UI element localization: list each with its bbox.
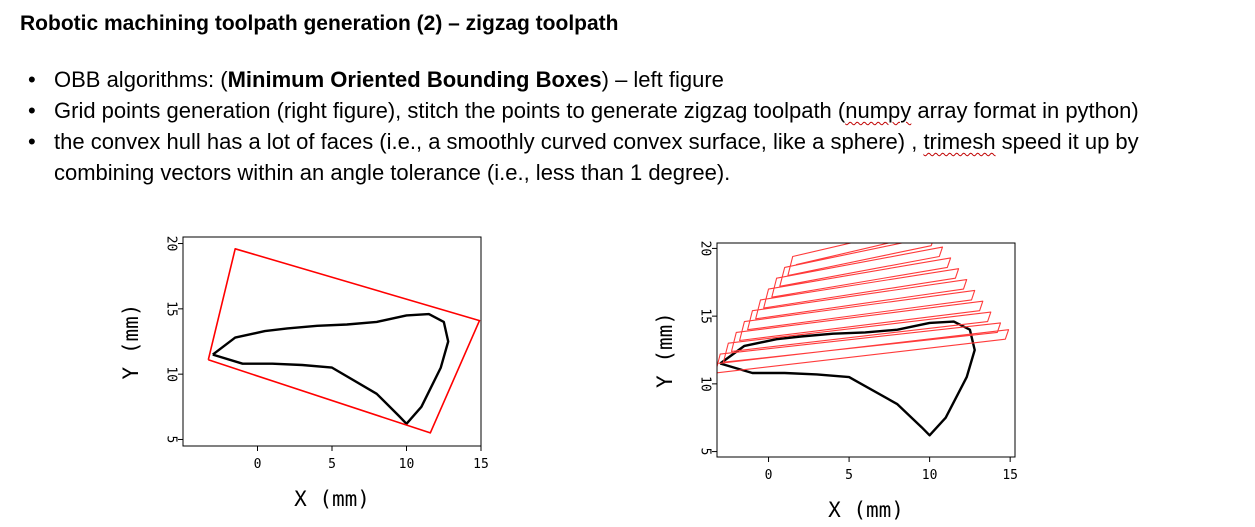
bullet-dot: • [28,67,36,92]
bullet-list: • OBB algorithms: (Minimum Oriented Boun… [28,64,1243,188]
y-tick-label: 20 [697,241,712,257]
bullet-bold-text: Minimum Oriented Bounding Boxes [227,67,602,92]
bullet-dot: • [28,129,36,154]
bullet-hull: • the convex hull has a lot of faces (i.… [28,126,1243,188]
y-tick-label: 5 [163,436,178,444]
outline-line [719,320,976,437]
spellcheck-word: trimesh [923,129,996,154]
y-tick-label: 20 [163,236,178,252]
bullet-text: speed it up by combining vectors within … [54,129,1139,185]
y-tick-label: 5 [697,448,712,456]
plot-area [717,243,1010,437]
bullet-text: Grid points generation (right figure), s… [54,98,846,123]
x-tick-label: 15 [473,457,489,472]
slide-title: Robotic machining toolpath generation (2… [20,12,619,35]
y-axis-label: Y (mm) [653,312,677,388]
x-tick-label: 10 [922,468,938,483]
spellcheck-word: numpy [845,98,912,123]
x-tick-label: 0 [254,457,262,472]
obb-line [207,248,481,434]
x-tick-label: 5 [328,457,336,472]
bullet-text: ) – left figure [601,67,724,92]
y-tick-label: 15 [163,301,178,317]
y-tick-label: 10 [163,366,178,382]
y-axis-label: Y (mm) [119,304,143,380]
bullet-text: OBB algorithms: ( [54,67,228,92]
x-tick-label: 15 [1002,468,1018,483]
x-tick-label: 0 [765,468,773,483]
bullet-grid: • Grid points generation (right figure),… [28,95,1243,126]
y-tick-label: 10 [697,376,712,392]
bullet-obb: • OBB algorithms: (Minimum Oriented Boun… [28,64,1243,95]
x-tick-label: 10 [399,457,415,472]
bullet-text: the convex hull has a lot of faces (i.e.… [54,129,924,154]
y-tick-label: 15 [697,308,712,324]
plot-area [207,248,481,434]
x-axis-label: X (mm) [294,487,370,511]
axes-frame [716,242,1016,458]
x-axis-label: X (mm) [828,498,904,522]
bullet-dot: • [28,98,36,123]
bullet-text: array format in python) [911,98,1139,123]
zigzag-line [717,243,1010,374]
x-tick-label: 5 [845,468,853,483]
outline-line [212,312,450,425]
